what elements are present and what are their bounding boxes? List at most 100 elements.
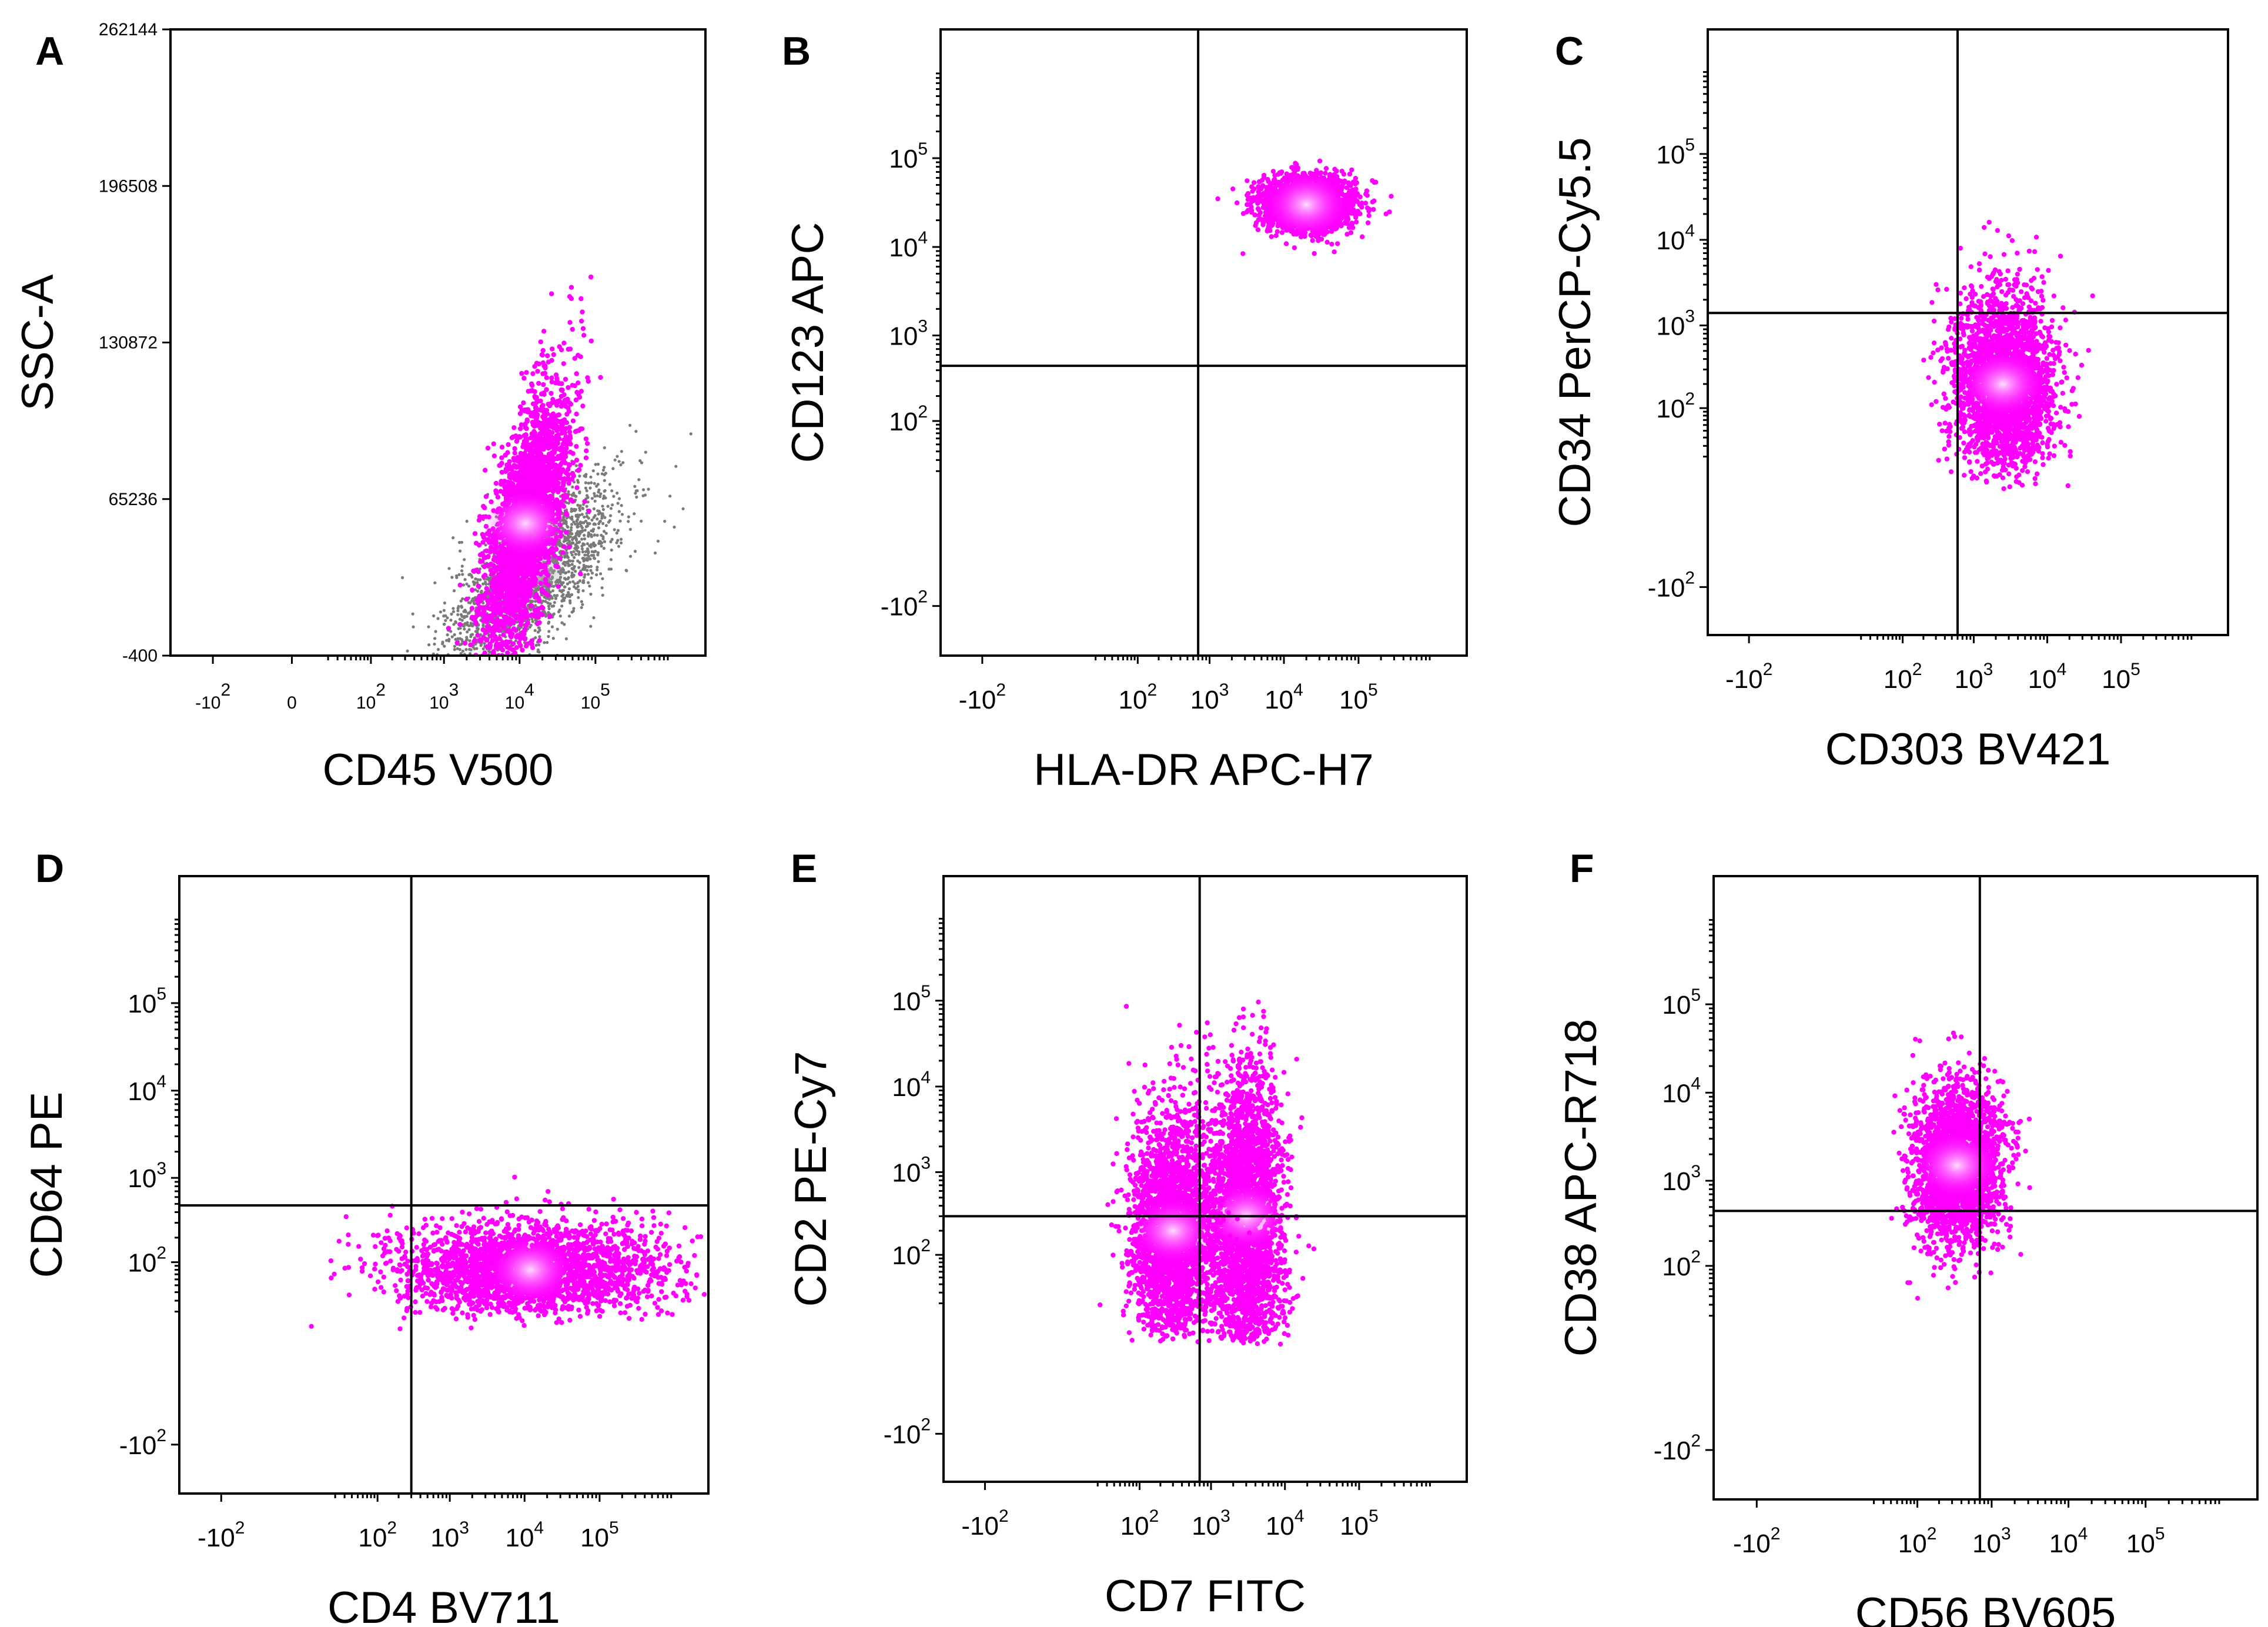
y-axis-title: CD38 APC-R718 [1556, 1019, 1606, 1357]
y-axis-title: SSC-A [13, 274, 63, 411]
y-tick-label: 105 [889, 139, 928, 173]
y-tick-label: 102 [1656, 389, 1695, 423]
x-tick-label: 105 [580, 1518, 619, 1552]
x-axis-title: CD56 BV605 [1855, 1589, 2116, 1627]
y-tick-label: -102 [884, 1415, 931, 1449]
y-tick-label: 103 [892, 1153, 931, 1187]
x-tick-label: 105 [2102, 660, 2140, 694]
x-tick-label: 102 [358, 1518, 397, 1552]
events-b [1215, 158, 1394, 256]
plot-frame [939, 28, 1468, 657]
panel-letter-e: E [791, 846, 817, 891]
y-tick-label: 130872 [99, 333, 158, 353]
y-tick-label: -102 [1654, 1431, 1701, 1465]
y-axis-title: CD64 PE [22, 1092, 72, 1278]
x-tick-label: 105 [581, 680, 610, 713]
events-f [1889, 1030, 2032, 1301]
x-tick-label: 102 [1898, 1524, 1937, 1558]
events-c [1921, 219, 2095, 492]
density-core [1962, 352, 2045, 417]
y-tick-label: 104 [892, 1068, 931, 1102]
y-tick-label: 102 [889, 402, 928, 436]
panel-letter-a: A [35, 29, 64, 74]
x-tick-label: 102 [356, 680, 386, 713]
y-tick-label: 102 [892, 1236, 931, 1270]
x-tick-label: 105 [2126, 1524, 2165, 1558]
x-tick-label: 102 [1120, 1506, 1159, 1541]
y-axis-title: CD123 APC [783, 222, 833, 463]
panel-f: F -102 102 103 104 105 105 104 103 102 -102 CD56 BV… [1556, 846, 2259, 1627]
y-tick-label: -102 [1648, 568, 1695, 602]
x-tick-label: -102 [959, 680, 1006, 714]
density-core [1132, 1198, 1215, 1264]
y-tick-label: 105 [1662, 985, 1701, 1020]
x-tick-label: 103 [430, 1518, 469, 1552]
y-tick-label: 105 [1656, 135, 1695, 169]
y-tick-label: 65236 [109, 490, 158, 509]
x-tick-label: -102 [961, 1506, 1008, 1541]
panel-letter-f: F [1570, 846, 1594, 891]
panel-e: E -102 102 103 104 105 105 104 103 102 -102 CD7 FIT… [786, 846, 1468, 1621]
events-a [401, 274, 693, 656]
x-tick-label: 104 [2049, 1524, 2088, 1558]
x-tick-label: 0 [287, 693, 297, 713]
events-d [309, 1174, 708, 1331]
panel-letter-d: D [35, 846, 64, 891]
panel-letter-b: B [782, 29, 811, 74]
x-tick-label: 103 [1192, 1506, 1230, 1541]
y-tick-label: 103 [128, 1159, 166, 1193]
panel-letter-c: C [1555, 29, 1584, 74]
y-tick-label: 103 [889, 317, 928, 351]
x-tick-label: 104 [2028, 660, 2067, 694]
x-tick-label: -102 [1733, 1524, 1780, 1558]
x-tick-label: 105 [1339, 680, 1378, 714]
x-tick-label: 104 [1266, 1506, 1304, 1541]
y-tick-label: -102 [119, 1426, 166, 1460]
y-tick-label: 102 [1662, 1247, 1701, 1281]
x-tick-label: 104 [505, 1518, 544, 1552]
x-tick-label: 102 [1884, 660, 1922, 694]
x-tick-label: 103 [429, 680, 459, 713]
y-tick-label: 103 [1656, 306, 1695, 340]
x-tick-label: -102 [198, 1518, 245, 1552]
x-axis-title: CD45 V500 [323, 745, 554, 795]
x-tick-label: 102 [1119, 680, 1158, 714]
events-e [1098, 1000, 1317, 1347]
x-tick-label: 103 [1955, 660, 1993, 694]
x-tick-label: -102 [1725, 660, 1772, 694]
x-tick-label: -102 [195, 680, 230, 713]
x-axis-title: CD7 FITC [1105, 1571, 1306, 1621]
x-tick-label: 104 [1265, 680, 1303, 714]
y-tick-label: 105 [128, 984, 166, 1018]
y-tick-label: 103 [1662, 1162, 1701, 1196]
y-tick-label: -102 [881, 587, 928, 622]
plot-frame [942, 875, 1468, 1483]
density-core [1265, 172, 1348, 238]
density-core [489, 1237, 572, 1302]
y-tick-label: 104 [1662, 1074, 1701, 1108]
density-core [484, 491, 567, 556]
y-tick-label: 104 [1656, 221, 1695, 255]
x-axis-title: HLA-DR APC-H7 [1033, 745, 1374, 795]
y-tick-label: 102 [128, 1244, 166, 1278]
y-tick-label: 262144 [99, 20, 158, 39]
plot-frame [1707, 28, 2229, 636]
panel-d: D -102 102 103 104 105 105 104 103 102 -102 CD4 BV7… [22, 846, 710, 1627]
y-tick-label: 196508 [99, 176, 158, 196]
y-axis-title: CD2 PE-Cy7 [786, 1051, 836, 1307]
y-tick-label: 104 [128, 1072, 166, 1106]
y-tick-label: 104 [889, 228, 928, 262]
y-tick-label: -400 [122, 646, 158, 666]
y-tick-label: 105 [892, 982, 931, 1016]
x-tick-label: 104 [505, 680, 534, 713]
x-tick-label: 103 [1190, 680, 1229, 714]
x-tick-label: 103 [1972, 1524, 2011, 1558]
y-axis-title: CD34 PerCP-Cy5.5 [1550, 137, 1600, 527]
panel-c: C -102 102 103 104 105 105 104 103 102 -102 CD303 B… [1550, 28, 2229, 774]
plot-frame [1712, 875, 2259, 1501]
x-tick-label: 105 [1340, 1506, 1379, 1541]
plot-frame [169, 28, 707, 657]
plot-frame [178, 875, 710, 1495]
density-core [1916, 1132, 1999, 1198]
